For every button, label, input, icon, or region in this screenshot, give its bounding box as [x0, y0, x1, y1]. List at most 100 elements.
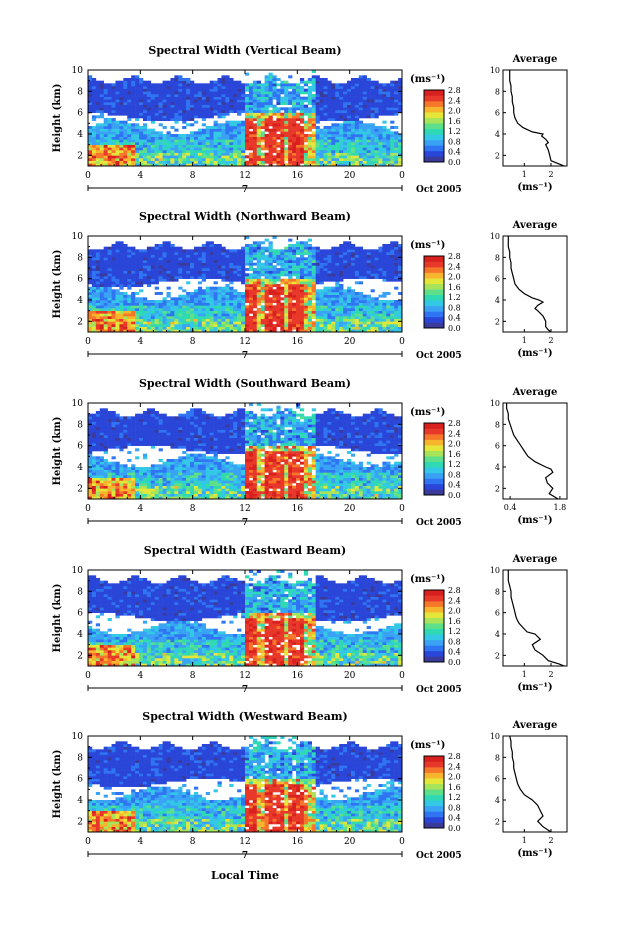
- heatmap-cell: [347, 252, 352, 255]
- heatmap-cell: [205, 305, 210, 309]
- heatmap-cell: [323, 131, 328, 135]
- heatmap-cell: [339, 107, 344, 111]
- heatmap-cell: [115, 316, 120, 319]
- heatmap-cell: [95, 254, 101, 258]
- heatmap-cell: [166, 104, 171, 108]
- heatmap-cell: [339, 128, 344, 132]
- heatmap-cell: [127, 96, 132, 100]
- heatmap-cell: [315, 273, 320, 277]
- heatmap-cell: [182, 86, 187, 89]
- heatmap-cell: [382, 160, 387, 164]
- heatmap-cell: [284, 155, 289, 159]
- heatmap-cell: [311, 262, 316, 266]
- heatmap-cell: [288, 139, 293, 143]
- heatmap-cell: [131, 260, 136, 263]
- heatmap-cell: [284, 158, 289, 161]
- heatmap-cell: [296, 252, 301, 255]
- heatmap-cell: [315, 300, 320, 303]
- heatmap-cell: [319, 324, 324, 327]
- heatmap-cell: [299, 107, 305, 111]
- heatmap-cell: [217, 83, 222, 87]
- heatmap-cell: [174, 160, 179, 164]
- heatmap-cell: [362, 136, 367, 140]
- heatmap-cell: [358, 75, 364, 79]
- heatmap-cell: [390, 144, 395, 148]
- heatmap-cell: [299, 142, 305, 145]
- heatmap-cell: [217, 91, 222, 95]
- heatmap-cell: [390, 112, 395, 116]
- heatmap-cell: [256, 241, 261, 245]
- heatmap-cell: [95, 131, 101, 135]
- heatmap-cell: [296, 112, 301, 116]
- heatmap-cell: [296, 241, 301, 245]
- heatmap-cell: [394, 94, 399, 97]
- heatmap-cell: [209, 292, 214, 295]
- heatmap-cell: [95, 276, 101, 279]
- heatmap-cell: [307, 286, 313, 290]
- heatmap-cell: [99, 326, 104, 330]
- heatmap-cell: [99, 94, 104, 97]
- heatmap-cell: [331, 286, 336, 290]
- heatmap-cell: [248, 104, 254, 108]
- heatmap-cell: [213, 99, 218, 103]
- heatmap-cell: [217, 123, 222, 127]
- heatmap-cell: [186, 104, 191, 108]
- heatmap-cell: [260, 96, 265, 100]
- heatmap-cell: [91, 144, 97, 148]
- heatmap-cell: [292, 126, 297, 129]
- heatmap-cell: [201, 160, 207, 164]
- heatmap-cell: [115, 276, 120, 279]
- heatmap-cell: [370, 302, 375, 306]
- heatmap-cell: [374, 83, 379, 87]
- heatmap-cell: [197, 144, 203, 148]
- heatmap-cell: [280, 281, 285, 285]
- heatmap-cell: [178, 96, 183, 100]
- heatmap-cell: [256, 134, 261, 137]
- heatmap-cell: [158, 99, 163, 103]
- heatmap-cell: [237, 297, 242, 301]
- heatmap-cell: [182, 305, 187, 309]
- heatmap-cell: [272, 270, 277, 274]
- heatmap-cell: [221, 158, 226, 161]
- heatmap-cell: [205, 126, 210, 129]
- heatmap-cell: [339, 268, 344, 271]
- heatmap-cell: [135, 300, 140, 303]
- heatmap-cell: [107, 286, 112, 290]
- heatmap-cell: [264, 96, 269, 100]
- heatmap-cell: [127, 273, 132, 277]
- heatmap-cell: [331, 126, 336, 129]
- heatmap-cell: [166, 107, 171, 111]
- heatmap-cell: [315, 313, 320, 317]
- heatmap-cell: [354, 112, 360, 116]
- heatmap-cell: [139, 158, 144, 161]
- heatmap-cell: [95, 160, 101, 164]
- heatmap-cell: [241, 123, 246, 127]
- heatmap-cell: [123, 142, 128, 145]
- heatmap-cell: [146, 308, 152, 311]
- colorbar-swatch: [424, 134, 444, 141]
- heatmap-cell: [150, 316, 156, 319]
- heatmap-cell: [264, 147, 269, 151]
- heatmap-cell: [292, 252, 297, 255]
- heatmap-cell: [119, 308, 124, 311]
- heatmap-cell: [197, 294, 203, 298]
- heatmap-cell: [252, 310, 258, 314]
- heatmap-cell: [398, 244, 403, 247]
- heatmap-cell: [225, 278, 230, 282]
- heatmap-cell: [178, 252, 183, 255]
- heatmap-cell: [88, 276, 93, 279]
- heatmap-cell: [237, 257, 242, 261]
- heatmap-cell: [197, 96, 203, 100]
- heatmap-cell: [209, 246, 214, 250]
- heatmap-cell: [123, 281, 128, 285]
- heatmap-cell: [170, 136, 175, 140]
- heatmap-cell: [146, 147, 152, 151]
- heatmap-cell: [327, 276, 332, 279]
- heatmap-cell: [268, 260, 273, 263]
- heatmap-cell: [296, 297, 301, 301]
- heatmap-cell: [91, 249, 97, 253]
- heatmap-cell: [205, 246, 210, 250]
- heatmap-cell: [252, 302, 258, 306]
- heatmap-cell: [119, 286, 124, 290]
- average-line: [509, 70, 565, 167]
